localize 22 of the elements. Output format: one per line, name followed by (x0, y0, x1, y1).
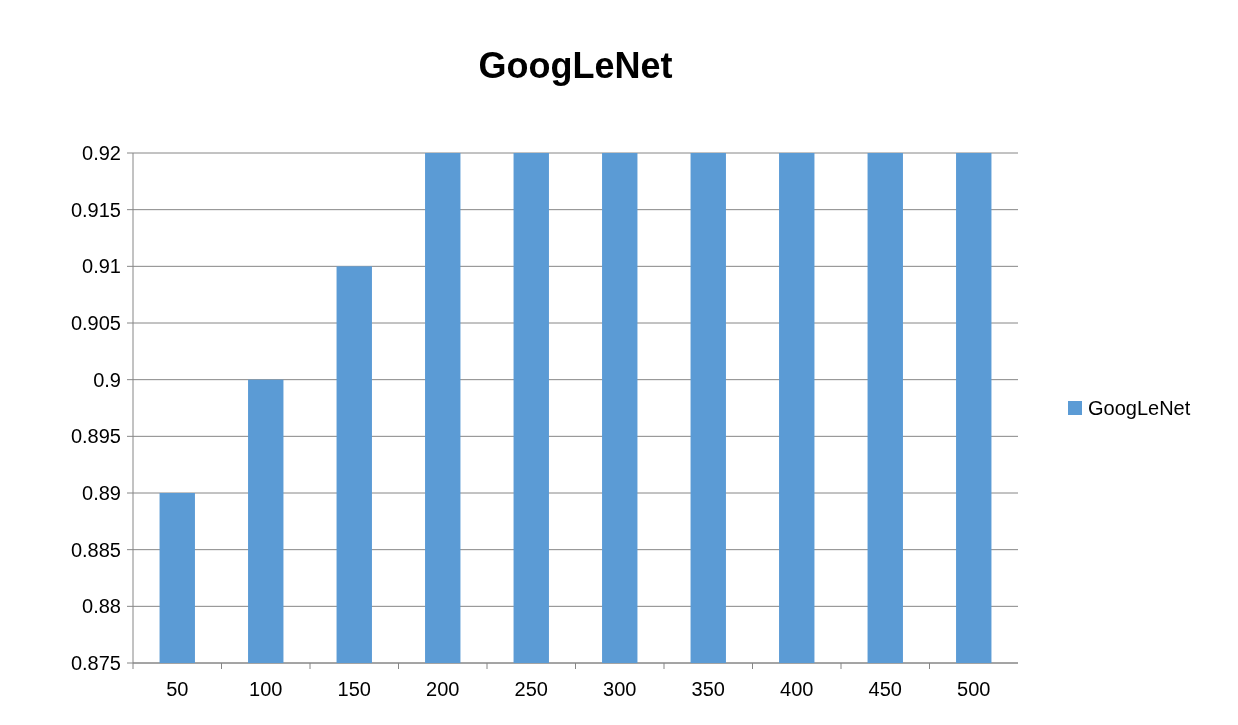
x-tick-label: 250 (514, 678, 548, 700)
legend-label: GoogLeNet (1088, 397, 1191, 419)
x-tick-label: 200 (426, 678, 460, 700)
x-tick-label: 150 (337, 678, 371, 700)
x-tick-label: 50 (166, 678, 189, 700)
y-tick-label: 0.905 (70, 312, 121, 334)
y-tick-label: 0.875 (70, 652, 121, 674)
y-tick-label: 0.915 (70, 198, 121, 221)
x-tick-label: 500 (957, 678, 991, 700)
x-tick-label: 100 (249, 678, 283, 700)
y-tick-label: 0.885 (70, 538, 121, 561)
y-tick-label: 0.9 (93, 368, 121, 391)
y-tick-label: 0.88 (82, 595, 121, 618)
y-tick-label: 0.895 (70, 425, 121, 448)
y-tick-label: 0.89 (82, 482, 121, 504)
x-tick-label: 350 (691, 678, 725, 700)
y-tick-label: 0.91 (82, 255, 121, 278)
x-tick-label: 400 (780, 678, 814, 700)
x-tick-label: 450 (868, 678, 902, 700)
x-tick-label: 300 (603, 678, 637, 700)
y-tick-label: 0.92 (82, 142, 121, 164)
chart-title: GoogLeNet (478, 45, 673, 86)
